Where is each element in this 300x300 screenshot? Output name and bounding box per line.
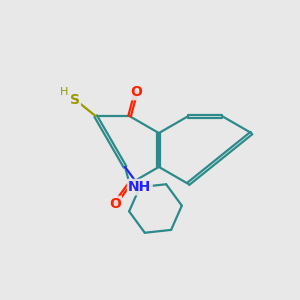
Text: O: O [109,197,121,211]
Text: NH: NH [128,180,152,194]
Text: H: H [60,87,69,97]
Text: S: S [70,94,80,107]
Text: O: O [130,85,142,99]
